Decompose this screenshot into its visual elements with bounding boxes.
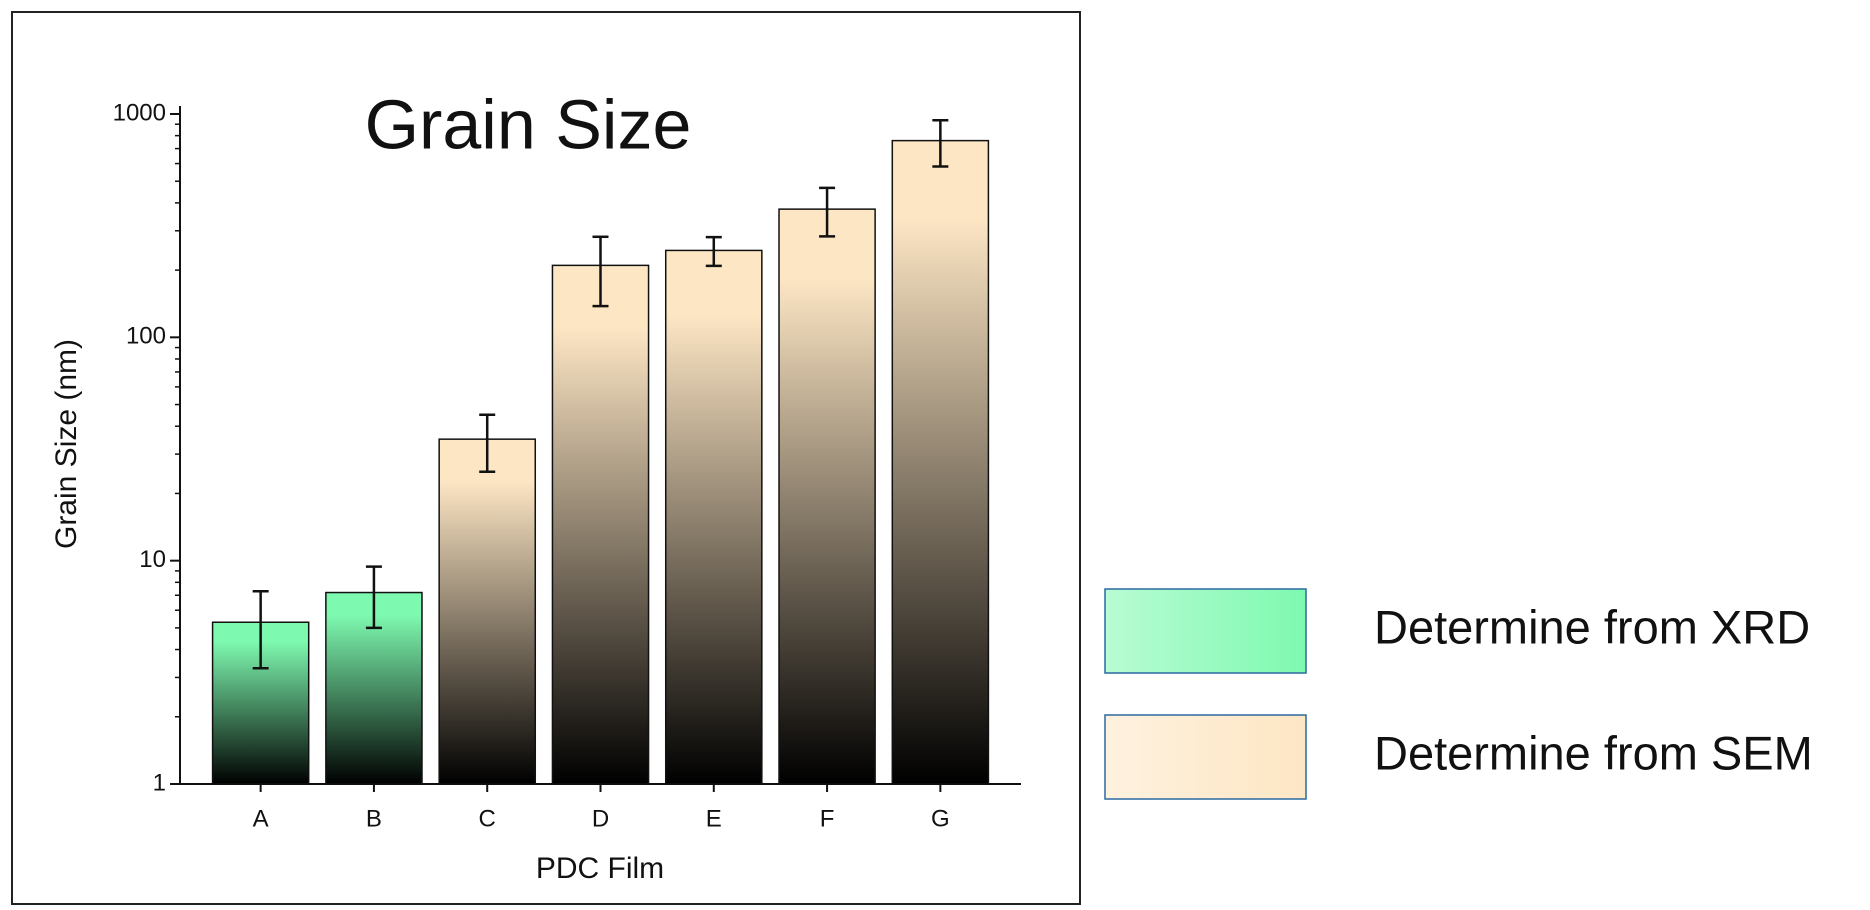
y-tick-label: 1000	[113, 99, 166, 126]
bar	[664, 249, 763, 785]
y-axis-label: Grain Size (nm)	[50, 339, 83, 549]
x-tick-label: G	[931, 805, 950, 832]
y-tick-label: 1	[153, 769, 166, 796]
legend-label: Determine from SEM	[1374, 726, 1813, 779]
error-bar	[592, 235, 609, 308]
error-bar	[932, 118, 949, 168]
error-bar	[365, 565, 382, 630]
chart-frame	[11, 11, 1081, 905]
bar	[778, 208, 876, 785]
legend-swatch	[1104, 588, 1307, 674]
legend-swatch	[1104, 714, 1307, 800]
error-bar	[479, 413, 496, 474]
bar	[891, 139, 990, 785]
x-tick-label: A	[253, 805, 269, 832]
error-bar	[705, 235, 722, 268]
chart-title: Grain Size	[365, 85, 692, 163]
y-tick-label: 100	[126, 323, 166, 350]
x-axis-label: PDC Film	[536, 852, 664, 885]
x-tick-label: B	[366, 805, 382, 832]
error-bar	[819, 186, 836, 238]
error-bar	[252, 589, 269, 670]
x-tick-label: F	[820, 805, 835, 832]
x-tick-label: E	[706, 805, 722, 832]
y-tick-label: 10	[139, 546, 166, 573]
x-tick-label: C	[479, 805, 496, 832]
legend-label: Determine from XRD	[1374, 600, 1810, 653]
bar	[438, 438, 537, 785]
x-tick-label: D	[592, 805, 609, 832]
bar	[551, 264, 650, 785]
